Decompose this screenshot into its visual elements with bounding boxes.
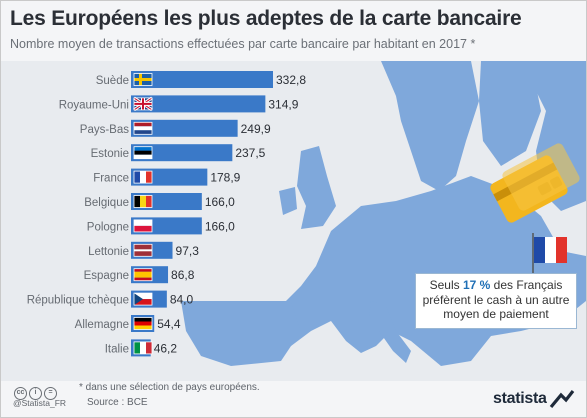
map-uk bbox=[297, 146, 336, 229]
bar bbox=[131, 71, 273, 88]
category-label: République tchèque bbox=[27, 295, 129, 307]
bar bbox=[131, 119, 238, 137]
statista-logo-icon bbox=[549, 390, 575, 409]
creative-commons-icon: cc bbox=[14, 387, 27, 400]
category-label: Belgique bbox=[84, 197, 129, 209]
flag-latvia-icon bbox=[133, 243, 153, 257]
category-label: Pays-Bas bbox=[80, 124, 129, 136]
flag-france-icon bbox=[133, 170, 153, 184]
value-label: 166,0 bbox=[205, 195, 235, 209]
category-label: Lettonie bbox=[88, 246, 129, 258]
chart-subtitle: Nombre moyen de transactions effectuées … bbox=[10, 37, 476, 51]
flag-spain-icon bbox=[133, 268, 153, 282]
callout-suffix: des Français préfèrent le cash à un autr… bbox=[422, 278, 570, 321]
chart-title: Les Européens les plus adeptes de la car… bbox=[10, 7, 522, 30]
map-scandinavia bbox=[381, 61, 479, 191]
value-label: 84,0 bbox=[170, 293, 194, 307]
value-label: 86,8 bbox=[171, 268, 195, 282]
brand-logo: statista bbox=[493, 390, 547, 407]
value-label: 332,8 bbox=[276, 73, 306, 87]
license-icons: cc i = bbox=[14, 381, 59, 400]
map-finland bbox=[479, 61, 541, 166]
twitter-handle: @Statista_FR bbox=[13, 398, 67, 408]
map-italy bbox=[369, 301, 411, 363]
callout-prefix: Seuls bbox=[429, 278, 463, 292]
value-label: 97,3 bbox=[176, 244, 200, 258]
callout-box: Seuls 17 % des Français préfèrent le cas… bbox=[415, 273, 577, 329]
source-note: Source : BCE bbox=[87, 397, 148, 408]
flag-sweden-icon bbox=[133, 73, 153, 86]
value-label: 46,2 bbox=[154, 341, 178, 355]
flag-germany-icon bbox=[133, 317, 153, 330]
bar bbox=[131, 144, 233, 162]
flag-italy-icon bbox=[133, 341, 153, 355]
category-label: Estonie bbox=[91, 148, 129, 160]
category-label: France bbox=[93, 173, 129, 185]
flag-france-pole-icon bbox=[532, 233, 567, 273]
attribution-icon: i bbox=[29, 387, 42, 400]
bar bbox=[131, 95, 266, 113]
flag-uk-icon bbox=[133, 96, 153, 112]
category-label: Allemagne bbox=[75, 319, 129, 331]
value-label: 178,9 bbox=[210, 171, 240, 185]
value-label: 54,4 bbox=[157, 317, 181, 331]
flag-netherlands-icon bbox=[133, 121, 153, 135]
value-label: 237,5 bbox=[235, 146, 265, 160]
category-label: Royaume-Uni bbox=[59, 99, 129, 111]
flag-czech-icon bbox=[133, 292, 153, 306]
no-derivatives-icon: = bbox=[44, 387, 57, 400]
flag-estonia-icon bbox=[133, 146, 153, 160]
value-label: 166,0 bbox=[205, 219, 235, 233]
value-label: 314,9 bbox=[268, 97, 298, 111]
category-label: Espagne bbox=[84, 270, 129, 282]
category-label: Pologne bbox=[87, 221, 129, 233]
map-ireland bbox=[279, 187, 297, 215]
flag-poland-icon bbox=[133, 219, 153, 233]
callout-highlight: 17 % bbox=[462, 278, 491, 292]
credit-card-back-icon bbox=[502, 143, 580, 211]
map-iberia bbox=[181, 301, 301, 366]
flag-belgium-icon bbox=[133, 195, 153, 208]
value-label: 249,9 bbox=[241, 122, 271, 136]
footnote: * dans une sélection de pays européens. bbox=[79, 382, 260, 393]
category-label: Italie bbox=[105, 343, 129, 355]
category-label: Suède bbox=[96, 75, 129, 87]
